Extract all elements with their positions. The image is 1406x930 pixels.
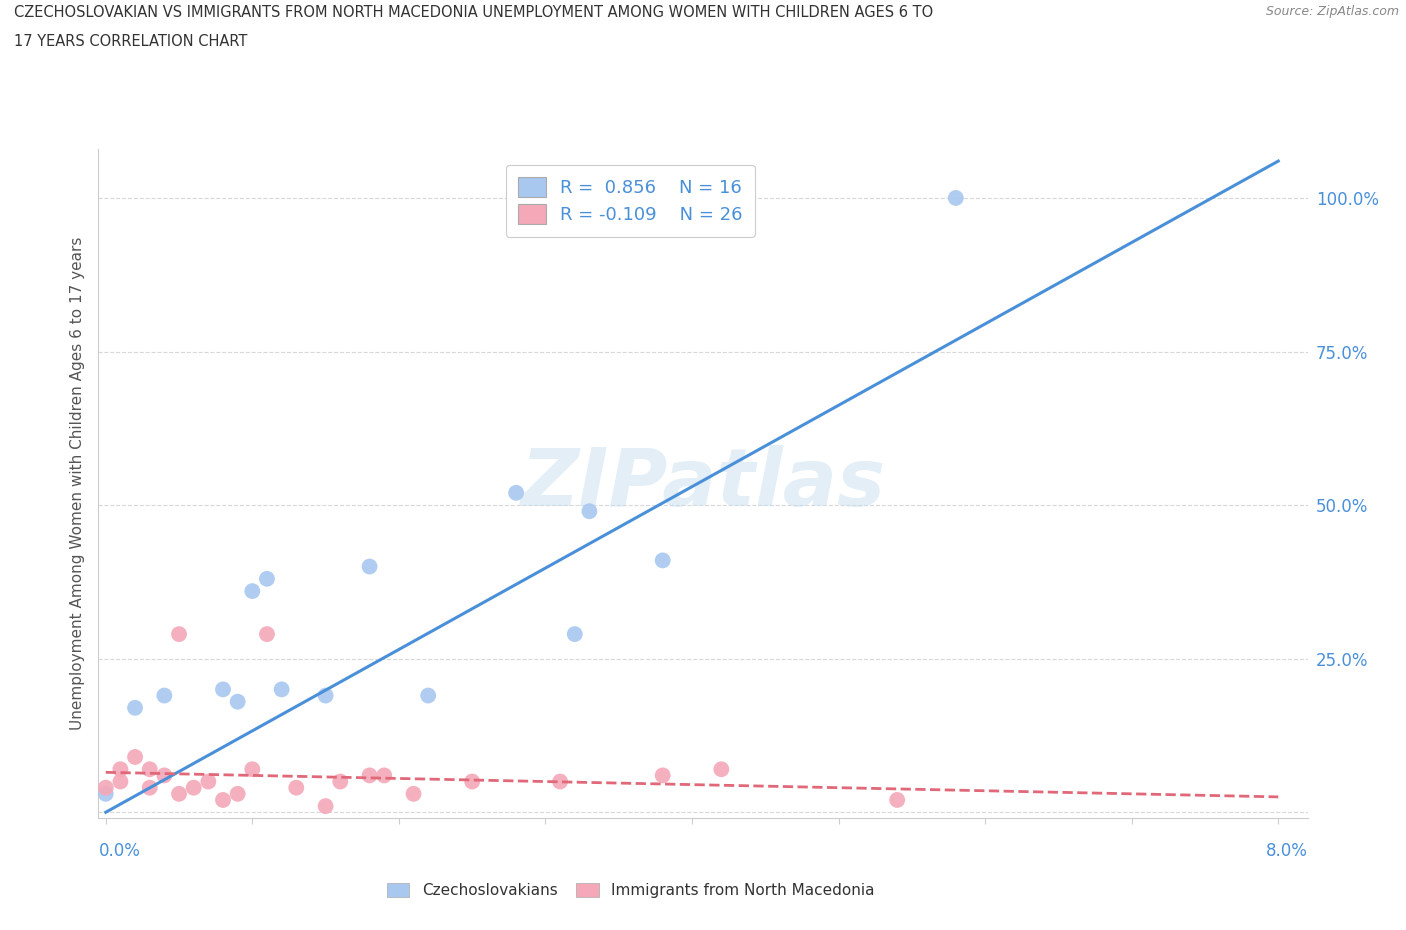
Text: 8.0%: 8.0% <box>1265 842 1308 859</box>
Point <box>886 792 908 807</box>
Point <box>94 780 117 795</box>
Point <box>270 682 292 697</box>
Point <box>124 700 146 715</box>
Point <box>138 762 160 777</box>
Text: Source: ZipAtlas.com: Source: ZipAtlas.com <box>1265 5 1399 18</box>
Point <box>240 584 263 599</box>
Text: ZIPatlas: ZIPatlas <box>520 445 886 523</box>
Point <box>359 559 381 574</box>
Point <box>461 774 484 789</box>
Point <box>153 768 176 783</box>
Point <box>167 787 190 802</box>
Point <box>315 799 337 814</box>
Point <box>651 768 673 783</box>
Point <box>138 780 160 795</box>
Point <box>183 780 205 795</box>
Point <box>285 780 308 795</box>
Text: 0.0%: 0.0% <box>98 842 141 859</box>
Point <box>548 774 571 789</box>
Point <box>226 694 249 709</box>
Point <box>153 688 176 703</box>
Legend: Czechoslovakians, Immigrants from North Macedonia: Czechoslovakians, Immigrants from North … <box>381 877 880 905</box>
Point <box>212 682 235 697</box>
Point <box>578 504 600 519</box>
Point <box>197 774 219 789</box>
Point <box>256 571 278 586</box>
Point <box>710 762 733 777</box>
Point <box>167 627 190 642</box>
Point <box>418 688 440 703</box>
Text: CZECHOSLOVAKIAN VS IMMIGRANTS FROM NORTH MACEDONIA UNEMPLOYMENT AMONG WOMEN WITH: CZECHOSLOVAKIAN VS IMMIGRANTS FROM NORTH… <box>14 5 934 20</box>
Y-axis label: Unemployment Among Women with Children Ages 6 to 17 years: Unemployment Among Women with Children A… <box>69 237 84 730</box>
Point <box>505 485 527 500</box>
Point <box>124 750 146 764</box>
Point <box>564 627 586 642</box>
Point <box>110 762 132 777</box>
Point <box>373 768 395 783</box>
Point <box>945 191 967 206</box>
Point <box>329 774 352 789</box>
Point <box>359 768 381 783</box>
Point <box>240 762 263 777</box>
Text: 17 YEARS CORRELATION CHART: 17 YEARS CORRELATION CHART <box>14 34 247 49</box>
Point <box>256 627 278 642</box>
Point <box>402 787 425 802</box>
Point <box>212 792 235 807</box>
Point <box>110 774 132 789</box>
Point <box>94 787 117 802</box>
Point <box>315 688 337 703</box>
Point <box>651 553 673 568</box>
Point <box>226 787 249 802</box>
